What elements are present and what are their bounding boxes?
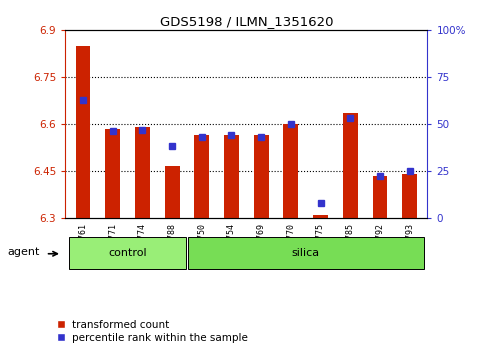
Bar bbox=[69, 237, 186, 269]
Bar bbox=[402, 174, 417, 218]
Bar bbox=[165, 166, 180, 218]
Bar bbox=[187, 237, 424, 269]
Bar bbox=[76, 46, 90, 218]
Bar bbox=[254, 135, 269, 218]
Bar bbox=[343, 113, 358, 218]
Bar bbox=[284, 124, 298, 218]
Bar bbox=[135, 127, 150, 218]
Bar bbox=[372, 176, 387, 218]
Text: silica: silica bbox=[292, 248, 320, 258]
Legend: transformed count, percentile rank within the sample: transformed count, percentile rank withi… bbox=[54, 316, 252, 347]
Bar bbox=[105, 129, 120, 218]
Bar bbox=[194, 135, 209, 218]
Title: GDS5198 / ILMN_1351620: GDS5198 / ILMN_1351620 bbox=[159, 15, 333, 28]
Bar bbox=[313, 215, 328, 218]
Text: agent: agent bbox=[8, 246, 40, 257]
Text: control: control bbox=[108, 248, 147, 258]
Bar bbox=[224, 135, 239, 218]
